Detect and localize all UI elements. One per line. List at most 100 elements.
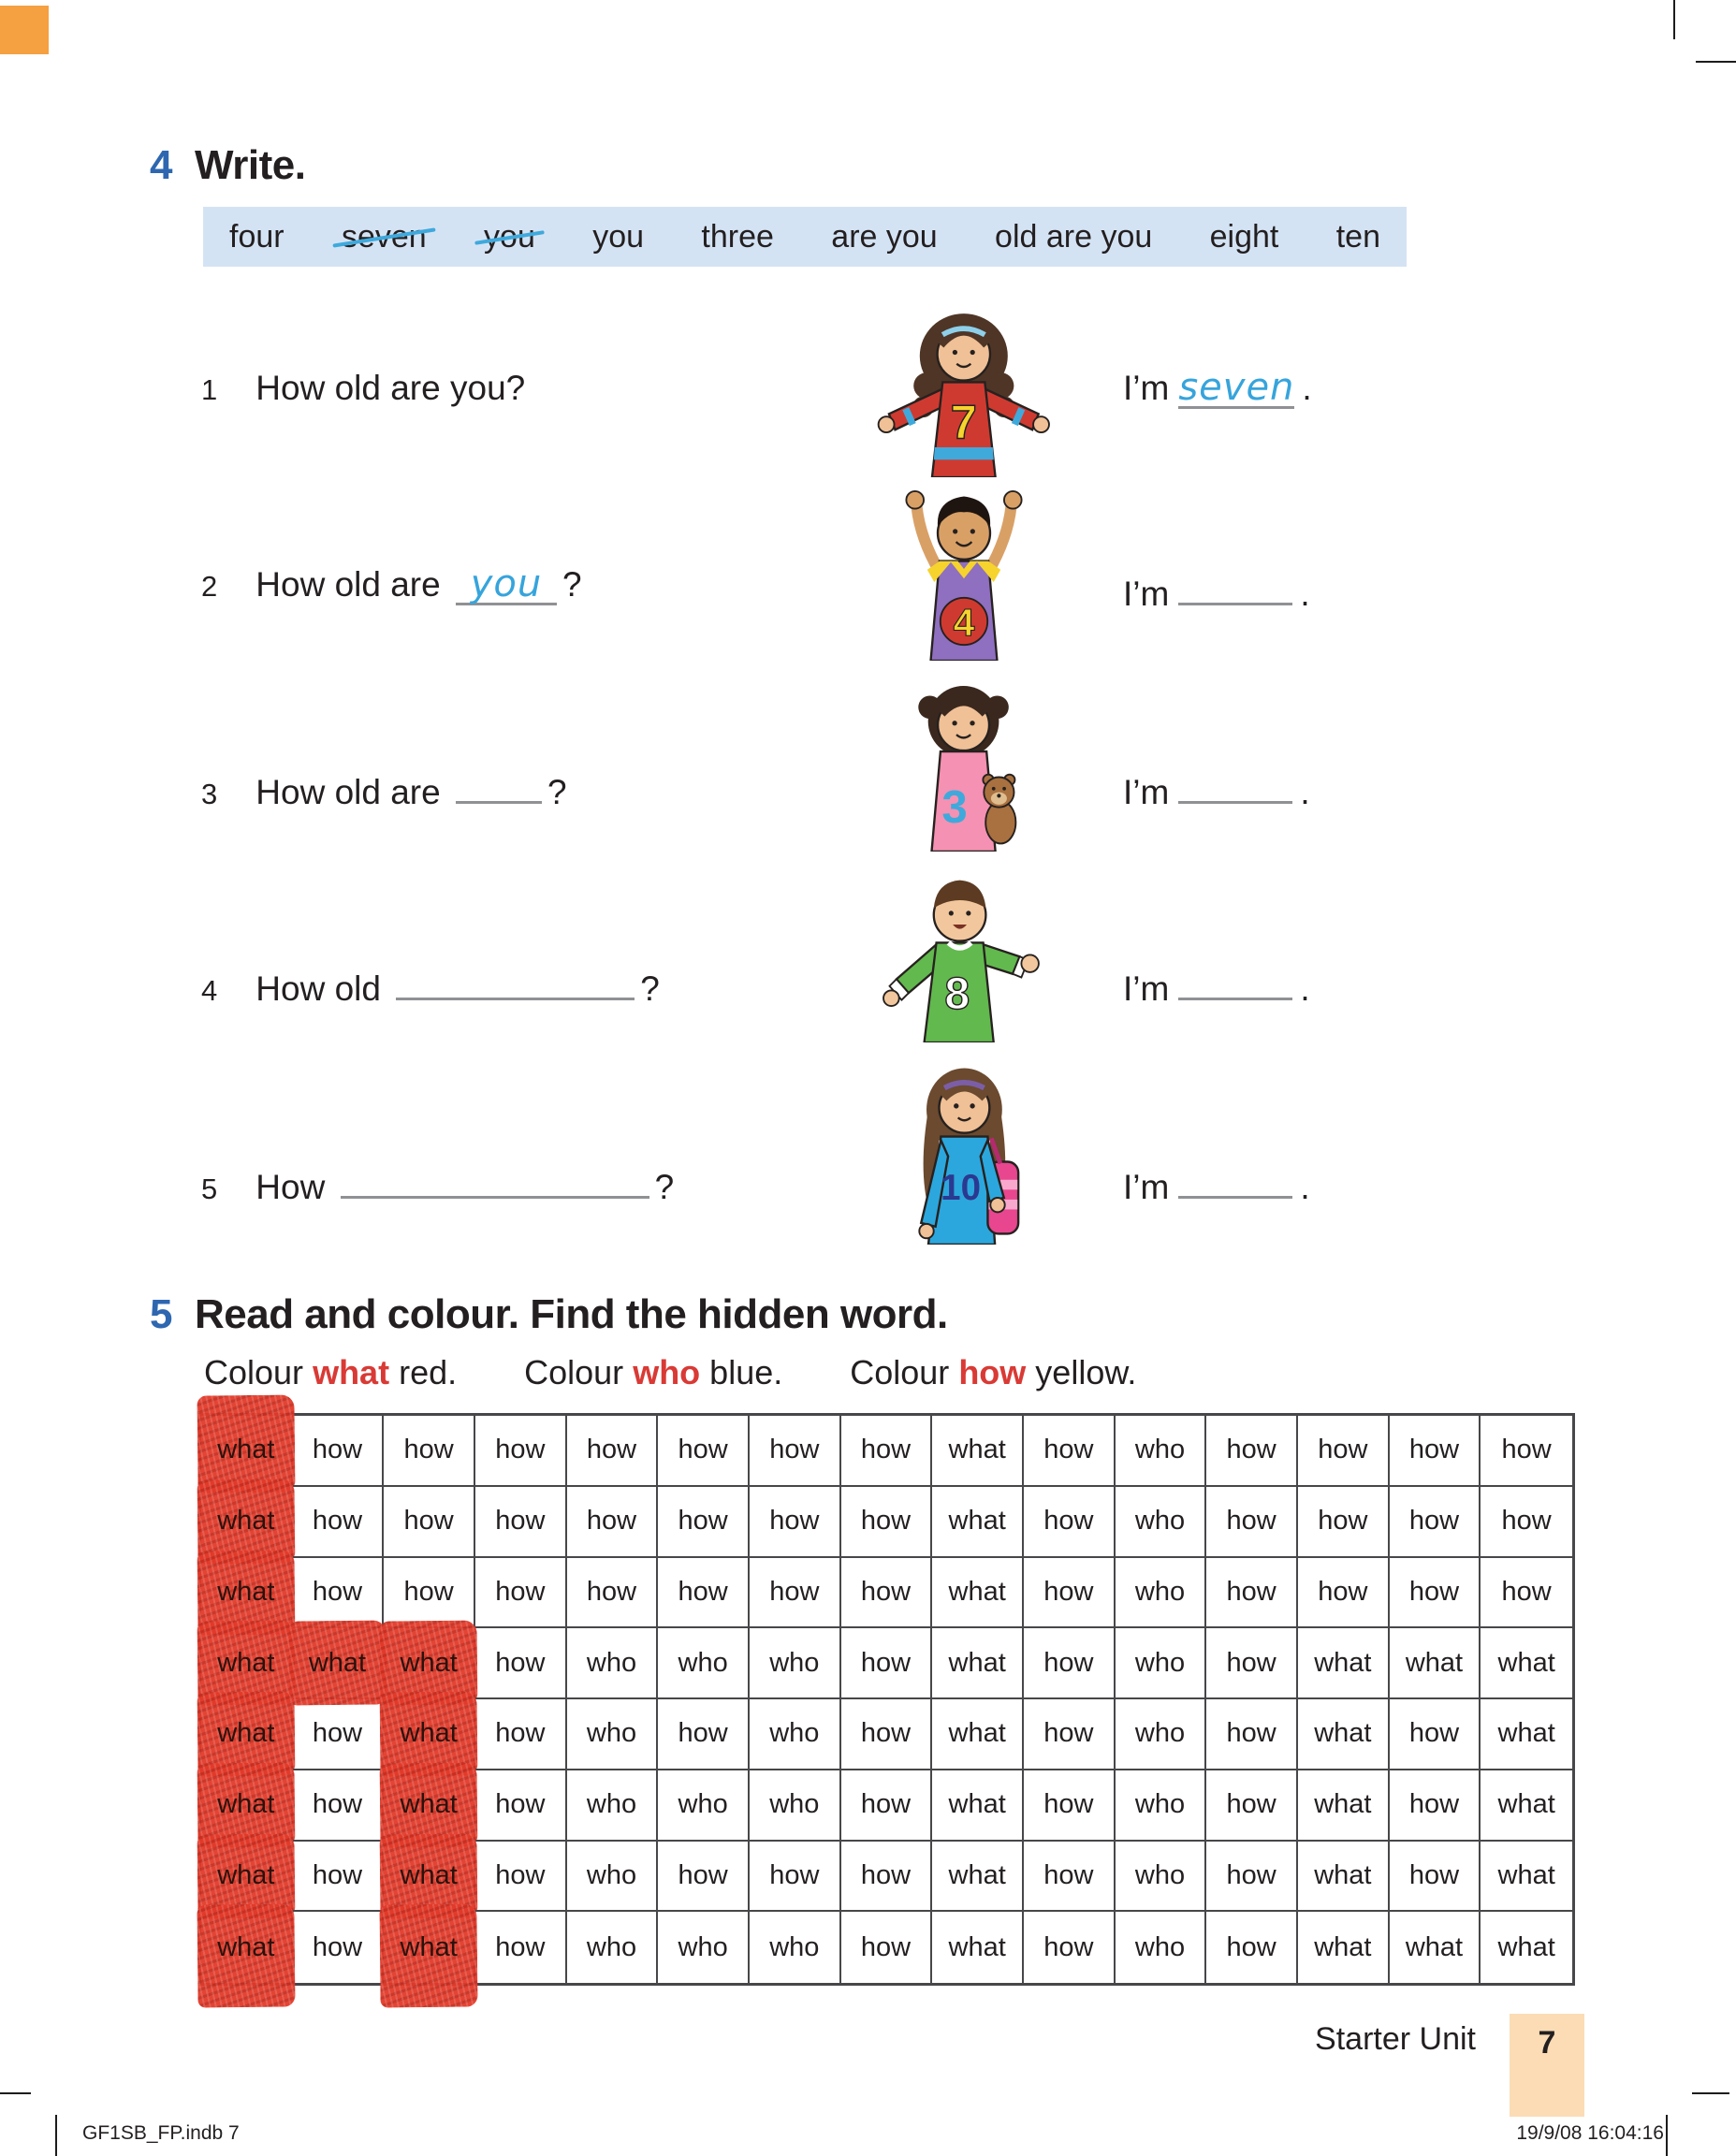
grid-cell[interactable]: who (749, 1770, 841, 1842)
grid-cell[interactable]: who (566, 1699, 659, 1770)
grid-cell[interactable]: what (1481, 1770, 1572, 1842)
grid-cell[interactable]: how (749, 1841, 841, 1913)
grid-cell[interactable]: how (1389, 1841, 1481, 1913)
grid-cell[interactable]: how (1297, 1557, 1390, 1629)
grid-cell[interactable]: how (1023, 1628, 1116, 1699)
grid-cell[interactable]: how (566, 1486, 659, 1558)
grid-cell[interactable]: who (566, 1770, 659, 1842)
grid-cell[interactable]: who (566, 1628, 659, 1699)
grid-cell[interactable]: who (658, 1912, 750, 1983)
grid-cell[interactable]: how (1206, 1912, 1298, 1983)
answer-blank[interactable] (1178, 764, 1293, 804)
grid-cell[interactable]: what (932, 1912, 1024, 1983)
grid-cell[interactable]: what (201, 1486, 293, 1558)
grid-cell[interactable]: who (1115, 1557, 1207, 1629)
grid-cell[interactable]: how (292, 1770, 385, 1842)
grid-cell[interactable]: how (1481, 1416, 1572, 1487)
grid-cell[interactable]: how (1481, 1487, 1572, 1558)
grid-cell[interactable]: what (1481, 1912, 1572, 1983)
grid-cell[interactable]: how (1297, 1416, 1390, 1487)
grid-cell[interactable]: how (658, 1841, 750, 1913)
grid-cell[interactable]: what (932, 1841, 1024, 1913)
grid-cell[interactable]: how (840, 1841, 933, 1913)
grid-cell[interactable]: how (1023, 1416, 1116, 1487)
grid-cell[interactable]: how (292, 1841, 385, 1913)
grid-cell[interactable]: who (749, 1628, 841, 1699)
grid-cell[interactable]: how (384, 1486, 475, 1558)
grid-cell[interactable]: how (1297, 1486, 1390, 1558)
question-blank[interactable] (396, 960, 635, 1000)
word-bank-word[interactable]: four (229, 218, 284, 255)
grid-cell[interactable]: how (384, 1557, 475, 1629)
grid-cell[interactable]: what (932, 1557, 1024, 1629)
grid-cell[interactable]: how (292, 1416, 385, 1487)
grid-cell[interactable]: how (566, 1557, 659, 1629)
grid-cell[interactable]: how (1023, 1699, 1116, 1770)
grid-cell[interactable]: what (1481, 1842, 1572, 1913)
grid-cell[interactable]: how (1206, 1557, 1298, 1629)
word-bank-word[interactable]: three (701, 218, 774, 255)
word-bank-word[interactable]: ten (1335, 218, 1380, 255)
answer-blank[interactable] (1178, 960, 1293, 1000)
word-bank-word[interactable]: you (484, 218, 535, 255)
grid-cell[interactable]: who (1116, 1912, 1207, 1983)
grid-cell[interactable]: how (1389, 1416, 1481, 1487)
grid-cell[interactable]: what (201, 1416, 293, 1487)
question-blank[interactable] (456, 764, 542, 804)
grid-cell[interactable]: what (932, 1486, 1024, 1558)
grid-cell[interactable]: what (1297, 1628, 1390, 1699)
grid-cell[interactable]: how (1206, 1699, 1298, 1770)
grid-cell[interactable]: who (1115, 1416, 1207, 1487)
grid-cell[interactable]: who (750, 1912, 841, 1983)
grid-cell[interactable]: how (749, 1557, 841, 1629)
grid-cell[interactable]: how (1206, 1416, 1298, 1487)
grid-cell[interactable]: how (474, 1416, 567, 1487)
grid-cell[interactable]: how (749, 1416, 841, 1487)
grid-cell[interactable]: how (1389, 1770, 1481, 1842)
grid-cell[interactable]: what (932, 1416, 1024, 1487)
grid-cell[interactable]: how (841, 1912, 933, 1983)
word-bank-word[interactable]: old are you (995, 218, 1153, 255)
grid-cell[interactable]: who (566, 1841, 659, 1913)
grid-cell[interactable]: what (201, 1912, 293, 1983)
grid-cell[interactable]: what (1297, 1699, 1390, 1770)
grid-cell[interactable]: what (1298, 1912, 1390, 1983)
grid-cell[interactable]: what (1297, 1841, 1390, 1913)
grid-cell[interactable]: how (1024, 1912, 1116, 1983)
grid-cell[interactable]: who (567, 1912, 659, 1983)
grid-cell[interactable]: what (201, 1628, 293, 1699)
grid-cell[interactable]: how (658, 1557, 750, 1629)
grid-cell[interactable]: how (475, 1912, 567, 1983)
grid-cell[interactable]: who (1115, 1628, 1207, 1699)
grid-cell[interactable]: what (201, 1770, 293, 1842)
grid-cell[interactable]: who (749, 1699, 841, 1770)
grid-cell[interactable]: how (1481, 1558, 1572, 1629)
grid-cell[interactable]: how (840, 1416, 933, 1487)
grid-cell[interactable]: what (201, 1699, 293, 1770)
grid-cell[interactable]: what (384, 1628, 475, 1699)
grid-cell[interactable]: what (201, 1557, 293, 1629)
grid-cell[interactable]: what (1297, 1770, 1390, 1842)
grid-cell[interactable]: how (474, 1557, 567, 1629)
grid-cell[interactable]: what (1481, 1699, 1572, 1770)
word-bank-word[interactable]: are you (831, 218, 938, 255)
grid-cell[interactable]: what (1481, 1628, 1572, 1699)
grid-cell[interactable]: what (1390, 1912, 1481, 1983)
answer-blank[interactable] (1178, 1158, 1293, 1199)
grid-cell[interactable]: what (384, 1841, 475, 1913)
grid-cell[interactable]: how (840, 1486, 933, 1558)
grid-cell[interactable]: how (840, 1699, 933, 1770)
grid-cell[interactable]: how (1023, 1557, 1116, 1629)
grid-cell[interactable]: what (1389, 1628, 1481, 1699)
grid-cell[interactable]: how (474, 1841, 567, 1913)
grid-cell[interactable]: how (1206, 1486, 1298, 1558)
word-bank-word[interactable]: seven (341, 218, 427, 255)
grid-cell[interactable]: what (384, 1912, 475, 1983)
grid-cell[interactable]: how (658, 1486, 750, 1558)
grid-cell[interactable]: how (474, 1699, 567, 1770)
grid-cell[interactable]: how (1389, 1557, 1481, 1629)
grid-cell[interactable]: how (292, 1557, 385, 1629)
grid-cell[interactable]: how (566, 1416, 659, 1487)
grid-cell[interactable]: how (840, 1557, 933, 1629)
grid-cell[interactable]: how (1389, 1699, 1481, 1770)
